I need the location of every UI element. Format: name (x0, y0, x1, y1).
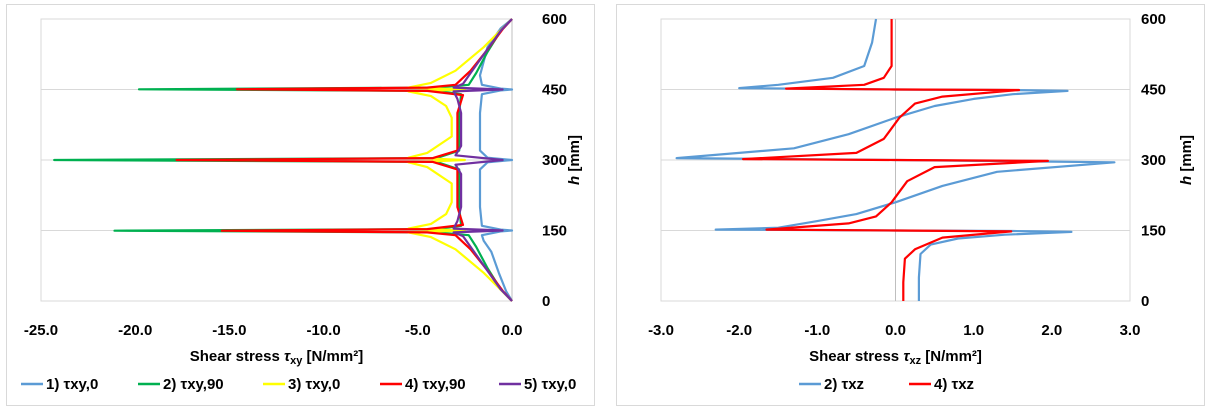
x-tick-label: -1.0 (804, 322, 830, 339)
y-tick-label: 0 (542, 293, 550, 310)
y-tick-label: 150 (1141, 223, 1166, 240)
x-tick-label: -2.0 (726, 322, 752, 339)
y-tick-label: 600 (1141, 11, 1166, 28)
legend-label-3: 3) τxy,0 (288, 376, 340, 393)
y-axis-title-symbol: h (1178, 176, 1195, 185)
legend-label-5: 5) τxy,0 (524, 376, 576, 393)
legend-label-1: 1) τxy,0 (46, 376, 98, 393)
right-chart-panel: -3.0 -2.0 -1.0 0.0 1.0 2.0 3.0 0 150 300 450 600 She… (616, 4, 1205, 406)
y-tick-label: 150 (542, 223, 567, 240)
legend-label-2: 2) τxy,90 (163, 376, 224, 393)
series-line-4 (175, 18, 513, 302)
x-tick-label: 2.0 (1041, 322, 1062, 339)
y-axis-title-unit: [mm] (566, 135, 583, 176)
y-tick-label: 0 (1141, 293, 1149, 310)
x-tick-label: -20.0 (118, 322, 152, 339)
y-tick-label: 450 (542, 82, 567, 99)
x-axis-title-subscript: xy (290, 355, 303, 367)
x-axis-title: Shear stress τxy [N/mm²] (190, 348, 363, 367)
y-axis-title: h [mm] (1178, 135, 1195, 185)
left-chart-svg: -25.0 -20.0 -15.0 -10.0 -5.0 0.0 0 150 300 450 600… (21, 11, 583, 393)
legend-label-4: 4) τxy,90 (405, 376, 466, 393)
x-axis-title: Shear stress τxz [N/mm²] (809, 348, 982, 367)
x-axis-title-unit: [N/mm²] (921, 348, 982, 365)
y-axis-title-symbol: h (566, 176, 583, 185)
x-tick-label: 0.0 (502, 322, 523, 339)
x-tick-label: -15.0 (212, 322, 246, 339)
series-line-3 (407, 18, 513, 302)
x-tick-label: 0.0 (885, 322, 906, 339)
left-chart-panel: -25.0 -20.0 -15.0 -10.0 -5.0 0.0 0 150 300 450 600… (6, 4, 595, 406)
y-tick-label: 600 (542, 11, 567, 28)
y-tick-label: 450 (1141, 82, 1166, 99)
x-tick-label: 1.0 (963, 322, 984, 339)
x-tick-label: -25.0 (24, 322, 58, 339)
right-chart-svg: -3.0 -2.0 -1.0 0.0 1.0 2.0 3.00 150 300 450 600 She… (648, 11, 1195, 393)
x-tick-label: 3.0 (1120, 322, 1141, 339)
y-axis-title: h [mm] (566, 135, 583, 185)
x-axis-title-unit: [N/mm²] (302, 348, 363, 365)
series-line-5 (452, 18, 513, 302)
x-axis-title-subscript: xz (909, 355, 921, 367)
series-line-2 (742, 19, 1049, 301)
x-tick-label: -10.0 (306, 322, 340, 339)
x-tick-label: -3.0 (648, 322, 674, 339)
legend-label-1: 2) τxz (824, 376, 864, 393)
x-axis-title-symbol: τ (284, 348, 291, 365)
legend-label-2: 4) τxz (934, 376, 974, 393)
y-tick-label: 300 (542, 152, 567, 169)
x-axis-title-prefix: Shear stress (190, 348, 284, 365)
x-axis-title-symbol: τ (903, 348, 910, 365)
y-axis-title-unit: [mm] (1178, 135, 1195, 176)
y-tick-label: 300 (1141, 152, 1166, 169)
x-axis-title-prefix: Shear stress (809, 348, 903, 365)
x-tick-label: -5.0 (405, 322, 431, 339)
series-line-2 (53, 18, 513, 302)
